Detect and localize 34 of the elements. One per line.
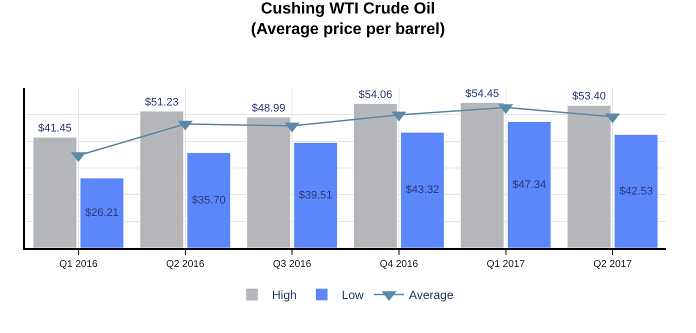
data-label: $47.34 (512, 178, 546, 191)
legend-label: Low (342, 288, 364, 302)
bar (80, 178, 124, 248)
bar (614, 134, 658, 248)
x-tick-label: Q1 2017 (486, 259, 526, 270)
data-label: $54.06 (358, 88, 392, 101)
bar (354, 104, 398, 248)
data-label: $48.99 (252, 102, 286, 114)
x-tick-label: Q3 2016 (272, 259, 312, 270)
bar (140, 111, 184, 248)
chart-title: Cushing WTI Crude Oil (Average price per barrel) (250, 0, 446, 38)
x-tick-label: Q1 2016 (59, 259, 98, 270)
bar (33, 137, 77, 248)
data-label: $26.21 (85, 207, 119, 220)
x-tick-label: Q2 2017 (593, 259, 632, 270)
bar (186, 152, 231, 248)
bar (294, 142, 338, 248)
bar (460, 102, 504, 248)
bar (400, 132, 444, 248)
x-tick-label: Q4 2016 (380, 259, 419, 270)
x-tick-label: Q2 2016 (166, 259, 205, 270)
data-label: $41.45 (38, 122, 72, 134)
bar (567, 105, 611, 248)
bar (507, 122, 552, 248)
bar (246, 117, 290, 248)
data-label: $54.45 (465, 88, 500, 100)
legend-label: Average (409, 288, 454, 302)
data-label: $53.40 (572, 90, 606, 103)
data-label: $51.23 (144, 96, 179, 108)
data-label: $42.53 (619, 185, 653, 198)
data-label: $35.70 (192, 194, 226, 206)
legend-label: High (272, 288, 297, 302)
data-label: $43.32 (406, 184, 440, 196)
data-label: $39.51 (298, 189, 332, 202)
